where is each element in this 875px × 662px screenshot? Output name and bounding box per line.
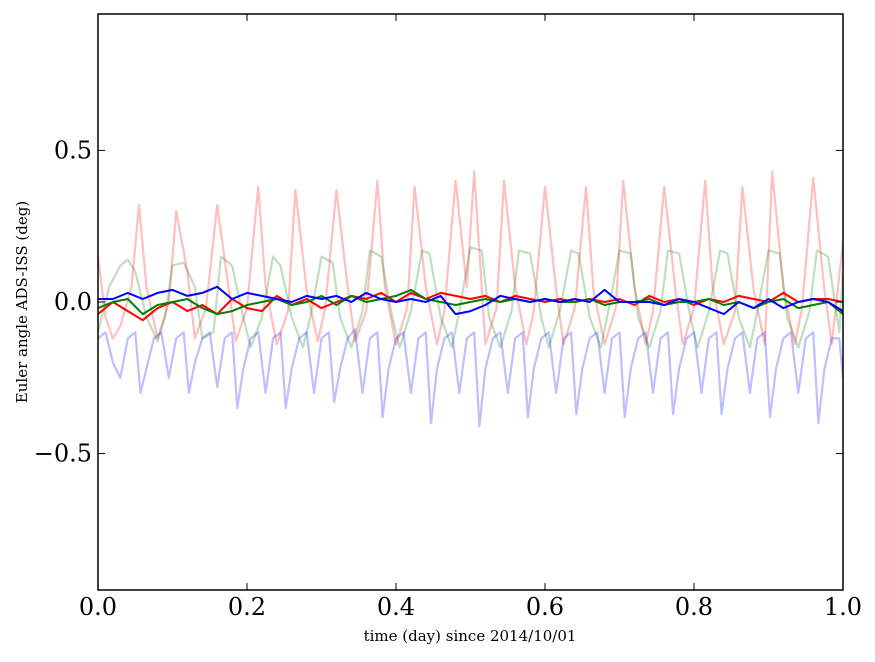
series-line-5 bbox=[98, 285, 843, 316]
y-axis-label: Euler angle ADS-ISS (deg) bbox=[13, 201, 31, 403]
x-tick-label: 0.2 bbox=[228, 593, 266, 621]
x-tick-label: 0.4 bbox=[377, 593, 415, 621]
x-axis-label: time (day) since 2014/10/01 bbox=[364, 627, 577, 645]
series-layer bbox=[98, 170, 843, 428]
y-tick-label: 0.5 bbox=[54, 136, 92, 164]
y-tick-label: 0.0 bbox=[54, 288, 92, 316]
series-line-3 bbox=[98, 291, 843, 322]
series-line-4 bbox=[98, 288, 843, 316]
series-line-1 bbox=[98, 246, 843, 349]
x-tick-label: 1.0 bbox=[824, 593, 862, 621]
x-tick-label: 0.0 bbox=[79, 593, 117, 621]
series-line-2 bbox=[98, 328, 843, 428]
series-line-0 bbox=[98, 170, 843, 346]
tick-layer: 0.0 0.2 0.4 0.6 0.8 1.0 0.5 0.0 −0.5 bbox=[34, 14, 862, 621]
y-tick-label: −0.5 bbox=[34, 440, 92, 468]
x-tick-label: 0.8 bbox=[675, 593, 713, 621]
x-tick-label: 0.6 bbox=[526, 593, 564, 621]
